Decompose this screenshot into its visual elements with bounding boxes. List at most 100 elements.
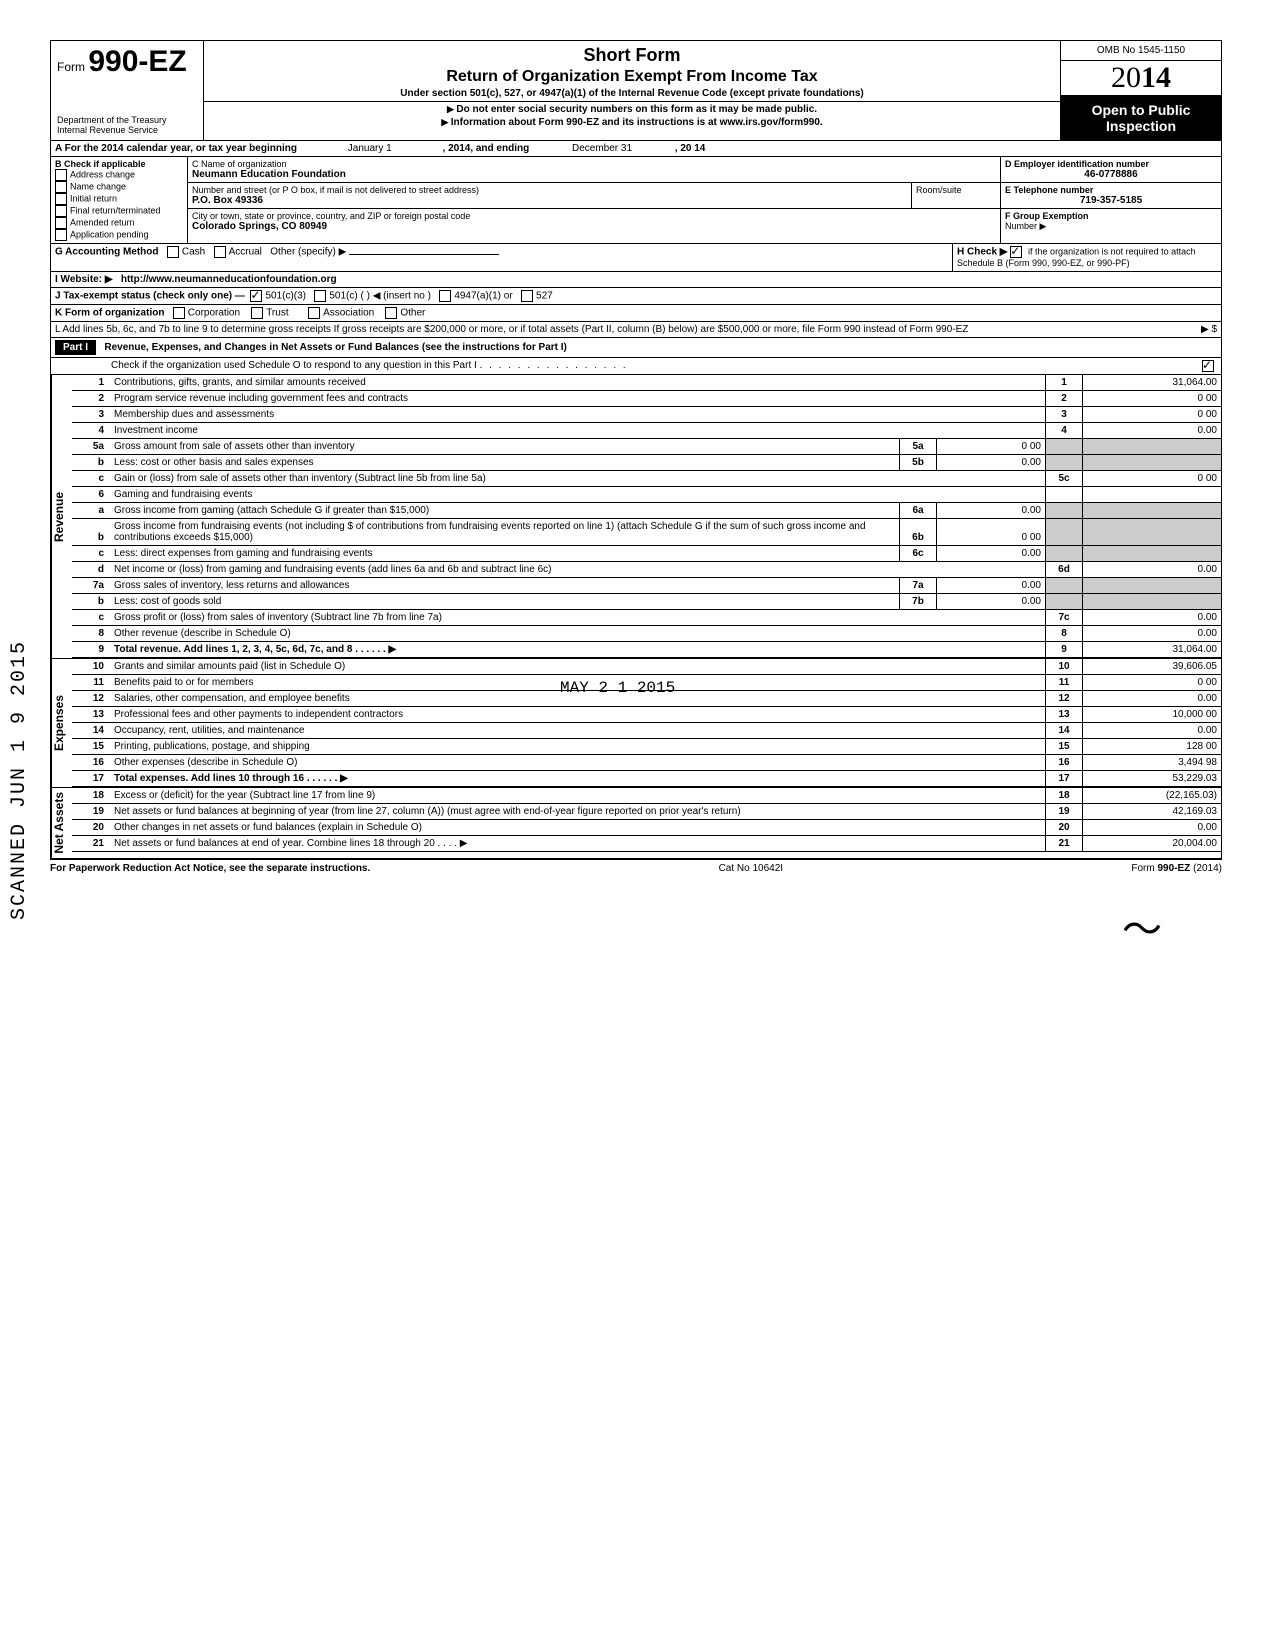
line-g-h: G Accounting Method Cash Accrual Other (… xyxy=(50,244,1222,272)
chk-501c3[interactable] xyxy=(250,290,262,302)
tax-year-end: December 31 xyxy=(532,143,672,154)
opt-other: Other (specify) ▶ xyxy=(270,247,346,258)
form-990ez: SCANNED JUN 1 9 2015 Form 990-EZ Departm… xyxy=(50,40,1222,955)
revenue-section: Revenue 1Contributions, gifts, grants, a… xyxy=(50,375,1222,659)
netassets-table: 18Excess or (deficit) for the year (Subt… xyxy=(72,788,1221,852)
chk-final-return[interactable]: Final return/terminated xyxy=(55,205,183,217)
dept-label: Department of the Treasury Internal Reve… xyxy=(57,116,197,136)
chk-assoc[interactable] xyxy=(308,307,320,319)
opt-527: 527 xyxy=(536,291,553,302)
year-prefix: 20 xyxy=(1111,61,1141,94)
table-row: 1Contributions, gifts, grants, and simil… xyxy=(72,375,1221,391)
opt-accrual: Accrual xyxy=(229,247,262,258)
chk-schedule-o[interactable] xyxy=(1202,360,1214,372)
line-k: K Form of organization Corporation Trust… xyxy=(50,305,1222,322)
chk-application-pending[interactable]: Application pending xyxy=(55,229,183,241)
chk-amended-return[interactable]: Amended return xyxy=(55,217,183,229)
chk-name-change[interactable]: Name change xyxy=(55,181,183,193)
tax-year: 2014 xyxy=(1061,61,1221,96)
org-name: Neumann Education Foundation xyxy=(192,169,996,180)
org-street: P.O. Box 49336 xyxy=(192,195,907,206)
line-k-label: K Form of organization xyxy=(55,308,164,319)
box-b-label: B Check if applicable xyxy=(55,159,183,169)
opt-cash: Cash xyxy=(182,247,205,258)
box-f-number: Number ▶ xyxy=(1005,221,1217,232)
table-row: dNet income or (loss) from gaming and fu… xyxy=(72,562,1221,578)
chk-initial-return[interactable]: Initial return xyxy=(55,193,183,205)
footer-left: For Paperwork Reduction Act Notice, see … xyxy=(50,863,370,874)
line-a-label: A For the 2014 calendar year, or tax yea… xyxy=(55,143,297,154)
page-footer: For Paperwork Reduction Act Notice, see … xyxy=(50,859,1222,877)
phone-value: 719-357-5185 xyxy=(1005,195,1217,206)
opt-501c3: 501(c)(3) xyxy=(265,291,306,302)
table-row: 19Net assets or fund balances at beginni… xyxy=(72,804,1221,820)
subtitle: Under section 501(c), 527, or 4947(a)(1)… xyxy=(210,88,1054,99)
table-row: 14Occupancy, rent, utilities, and mainte… xyxy=(72,723,1221,739)
street-label: Number and street (or P O box, if mail i… xyxy=(192,185,907,195)
city-label: City or town, state or province, country… xyxy=(192,211,996,221)
table-row: 4Investment income40.00 xyxy=(72,423,1221,439)
signature-squiggle: 〜 xyxy=(50,877,1222,955)
box-c: C Name of organization Neumann Education… xyxy=(188,157,1001,243)
table-row: a Gross income from gaming (attach Sched… xyxy=(72,503,1221,519)
received-stamp: MAY 2 1 2015 xyxy=(560,679,675,697)
table-row: 8Other revenue (describe in Schedule O)8… xyxy=(72,626,1221,642)
table-row: 13Professional fees and other payments t… xyxy=(72,707,1221,723)
box-d-label: D Employer identification number xyxy=(1005,159,1217,169)
chk-4947[interactable] xyxy=(439,290,451,302)
chk-accrual[interactable] xyxy=(214,246,226,258)
website-value: http://www.neumanneducationfoundation.or… xyxy=(121,274,337,285)
table-row: b Less: cost or other basis and sales ex… xyxy=(72,455,1221,471)
scanned-stamp: SCANNED JUN 1 9 2015 xyxy=(8,640,31,920)
chk-cash[interactable] xyxy=(167,246,179,258)
chk-trust[interactable] xyxy=(251,307,263,319)
part-i-check-text: Check if the organization used Schedule … xyxy=(111,360,477,371)
opt-4947: 4947(a)(1) or xyxy=(454,291,512,302)
room-label: Room/suite xyxy=(916,185,996,195)
line-h-label: H Check ▶ xyxy=(957,247,1007,258)
info-link: Information about Form 990-EZ and its in… xyxy=(210,117,1054,128)
omb-number: OMB No 1545-1150 xyxy=(1061,41,1221,61)
table-row: 15Printing, publications, postage, and s… xyxy=(72,739,1221,755)
table-row: c Less: direct expenses from gaming and … xyxy=(72,546,1221,562)
box-c-label: C Name of organization xyxy=(192,159,996,169)
chk-schedule-b[interactable] xyxy=(1010,246,1022,258)
revenue-side-label: Revenue xyxy=(51,375,72,658)
opt-501c: 501(c) ( ) ◀ (insert no ) xyxy=(329,291,431,302)
line-g-label: G Accounting Method xyxy=(55,247,159,258)
table-row: 9Total revenue. Add lines 1, 2, 3, 4, 5c… xyxy=(72,642,1221,658)
line-a-mid: , 2014, and ending xyxy=(443,143,530,154)
revenue-table: 1Contributions, gifts, grants, and simil… xyxy=(72,375,1221,658)
tax-year-begin: January 1 xyxy=(300,143,440,154)
form-prefix: Form xyxy=(57,60,85,74)
opt-other-org: Other xyxy=(400,308,425,319)
chk-501c[interactable] xyxy=(314,290,326,302)
line-a-year: , 20 14 xyxy=(675,143,706,154)
line-a: A For the 2014 calendar year, or tax yea… xyxy=(50,141,1222,157)
table-row: 21Net assets or fund balances at end of … xyxy=(72,836,1221,852)
chk-527[interactable] xyxy=(521,290,533,302)
table-row: b Less: cost of goods sold 7b0.00 xyxy=(72,594,1221,610)
open-public-badge: Open to Public Inspection xyxy=(1061,96,1221,140)
expenses-side-label: Expenses xyxy=(51,659,72,787)
chk-other-org[interactable] xyxy=(385,307,397,319)
line-l-arrow: ▶ $ xyxy=(1201,324,1217,335)
table-row: 16Other expenses (describe in Schedule O… xyxy=(72,755,1221,771)
chk-address-change[interactable]: Address change xyxy=(55,169,183,181)
return-title: Return of Organization Exempt From Incom… xyxy=(210,68,1054,86)
table-row: 18Excess or (deficit) for the year (Subt… xyxy=(72,788,1221,804)
table-row: 2Program service revenue including gover… xyxy=(72,391,1221,407)
table-row: cGain or (loss) from sale of assets othe… xyxy=(72,471,1221,487)
table-row: 7a Gross sales of inventory, less return… xyxy=(72,578,1221,594)
line-j: J Tax-exempt status (check only one) — 5… xyxy=(50,288,1222,305)
chk-corp[interactable] xyxy=(173,307,185,319)
short-form-title: Short Form xyxy=(210,45,1054,66)
table-row: b Gross income from fundraising events (… xyxy=(72,519,1221,546)
entity-block: B Check if applicable Address change Nam… xyxy=(50,157,1222,244)
table-row: 5a Gross amount from sale of assets othe… xyxy=(72,439,1221,455)
org-city: Colorado Springs, CO 80949 xyxy=(192,221,996,232)
form-number: 990-EZ xyxy=(88,45,186,78)
open-public-2: Inspection xyxy=(1063,118,1219,134)
table-row: cGross profit or (loss) from sales of in… xyxy=(72,610,1221,626)
box-f-label: F Group Exemption xyxy=(1005,211,1217,221)
